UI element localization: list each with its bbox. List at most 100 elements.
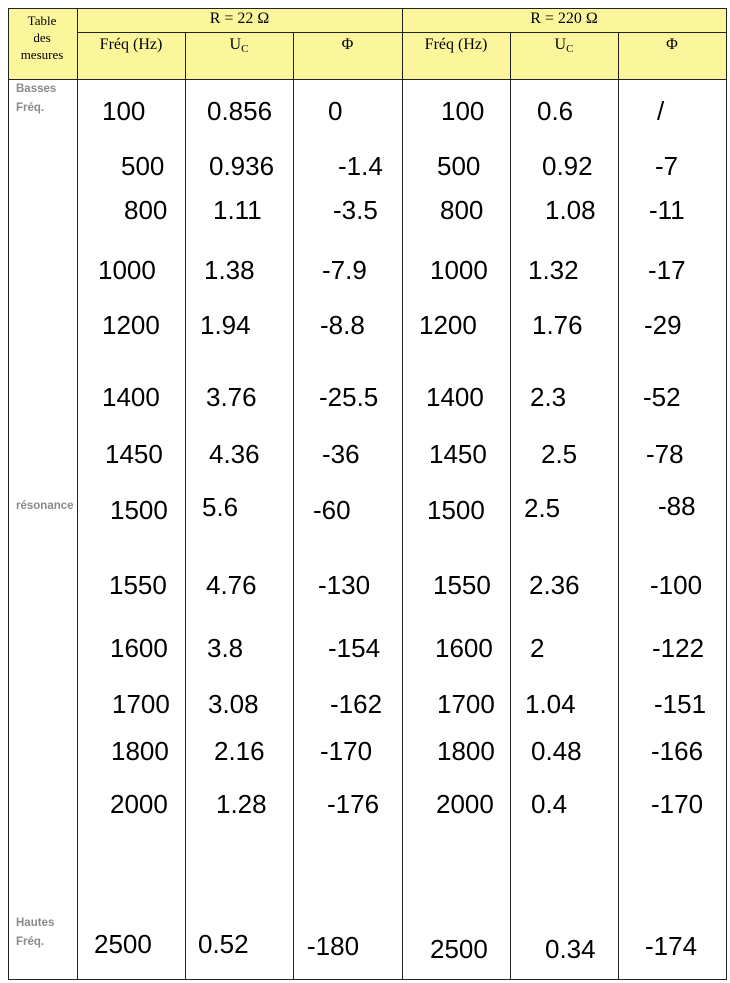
cell-freq: 1500 <box>427 495 485 525</box>
cell-phi: -162 <box>330 689 383 719</box>
cell-phi: -52 <box>643 382 681 412</box>
cell-freq: 2000 <box>436 789 494 819</box>
cell-freq: 1600 <box>110 633 168 663</box>
table-top-border <box>8 8 727 9</box>
cell-uc: 1.32 <box>528 255 579 285</box>
side-label-line: Fréq. <box>16 102 45 114</box>
corner-label-line: Table <box>27 13 57 28</box>
cell-uc: 0.856 <box>207 96 273 126</box>
cell-freq: 1800 <box>437 736 495 766</box>
uc-sub: C <box>241 43 249 55</box>
cell-uc: 2.16 <box>214 736 265 766</box>
cell-phi: 0 <box>328 96 343 126</box>
cell-freq: 500 <box>437 151 481 181</box>
cell-phi: -25.5 <box>319 382 379 412</box>
table-bottom-border <box>8 979 727 980</box>
cell-phi: -154 <box>328 633 381 663</box>
cell-freq: 1550 <box>433 570 491 600</box>
col-header-uc: UC <box>185 36 293 55</box>
cell-phi: -180 <box>307 931 360 961</box>
cell-uc: 1.76 <box>532 310 583 340</box>
cell-freq: 2000 <box>110 789 168 819</box>
corner-label-line: mesures <box>20 47 64 62</box>
cell-freq: 500 <box>121 151 165 181</box>
cell-phi: -7 <box>655 151 679 181</box>
cell-uc: 4.76 <box>206 570 257 600</box>
cell-phi: -166 <box>651 736 704 766</box>
cell-uc: 1.94 <box>200 310 251 340</box>
cell-phi: -3.5 <box>333 195 378 225</box>
side-label-line: Hautes <box>16 917 55 929</box>
cell-uc: 0.52 <box>198 929 249 959</box>
cell-freq: 2500 <box>94 929 152 959</box>
cell-phi: / <box>657 96 665 126</box>
cell-phi: -174 <box>645 931 698 961</box>
cell-uc: 0.4 <box>531 789 568 819</box>
col-border <box>726 8 727 979</box>
corner-label: Table des mesures <box>8 12 76 63</box>
header-background <box>8 8 727 79</box>
cell-phi: -8.8 <box>320 310 365 340</box>
cell-phi: -100 <box>650 570 703 600</box>
cell-phi: -151 <box>654 689 707 719</box>
cell-freq: 1800 <box>111 736 169 766</box>
uc-sub: C <box>566 43 574 55</box>
cell-phi: -170 <box>651 789 704 819</box>
cell-uc: 5.6 <box>202 492 239 522</box>
side-label-resonance: résonance <box>16 500 74 512</box>
cell-freq: 1000 <box>430 255 488 285</box>
cell-uc: 1.08 <box>545 195 596 225</box>
cell-freq: 800 <box>124 195 168 225</box>
cell-uc: 2.3 <box>530 382 567 412</box>
cell-uc: 2.5 <box>524 493 561 523</box>
cell-phi: -60 <box>313 495 351 525</box>
cell-freq: 1400 <box>102 382 160 412</box>
cell-freq: 1000 <box>98 255 156 285</box>
col-border <box>293 32 294 979</box>
col-header-phi: Φ <box>341 36 354 53</box>
cell-uc: 3.8 <box>207 633 244 663</box>
cell-uc: 1.28 <box>216 789 267 819</box>
cell-phi: -130 <box>318 570 371 600</box>
cell-freq: 1200 <box>102 310 160 340</box>
side-label-high-freq: Hautes Fréq. <box>16 914 54 952</box>
cell-freq: 1700 <box>112 689 170 719</box>
group-header-r22: R = 22 Ω <box>209 10 270 27</box>
cell-phi: -11 <box>649 195 685 225</box>
col-border <box>510 32 511 979</box>
side-label-line: Basses <box>16 83 57 95</box>
side-label-line: Fréq. <box>16 936 45 948</box>
cell-freq: 1450 <box>105 439 163 469</box>
cell-uc: 0.92 <box>542 151 593 181</box>
cell-phi: -29 <box>644 310 682 340</box>
cell-freq: 1550 <box>109 570 167 600</box>
cell-uc: 2.5 <box>541 439 578 469</box>
cell-uc: 3.08 <box>208 689 259 719</box>
cell-freq: 100 <box>102 96 146 126</box>
uc-main: U <box>554 36 567 53</box>
cell-uc: 0.936 <box>209 151 275 181</box>
cell-uc: 0.6 <box>537 96 574 126</box>
col-header-phi: Φ <box>666 36 678 53</box>
cell-uc: 1.11 <box>213 195 262 225</box>
cell-phi: -1.4 <box>338 151 383 181</box>
col-header-freq: Fréq (Hz) <box>424 36 488 53</box>
cell-phi: -36 <box>322 439 360 469</box>
col-header-freq: Fréq (Hz) <box>99 36 163 53</box>
group-header-r220: R = 220 Ω <box>530 10 598 27</box>
cell-freq: 1700 <box>437 689 495 719</box>
col-border <box>402 8 403 979</box>
cell-freq: 1450 <box>429 439 487 469</box>
cell-uc: 0.34 <box>545 934 596 964</box>
cell-uc: 1.38 <box>204 255 255 285</box>
cell-phi: -17 <box>648 255 686 285</box>
cell-uc: 2 <box>530 633 545 663</box>
cell-uc: 1.04 <box>525 689 576 719</box>
cell-phi: -176 <box>327 789 380 819</box>
cell-freq: 1400 <box>426 382 484 412</box>
col-border <box>618 32 619 979</box>
cell-phi: -78 <box>646 439 684 469</box>
cell-uc: 3.76 <box>206 382 257 412</box>
cell-freq: 1600 <box>435 633 493 663</box>
